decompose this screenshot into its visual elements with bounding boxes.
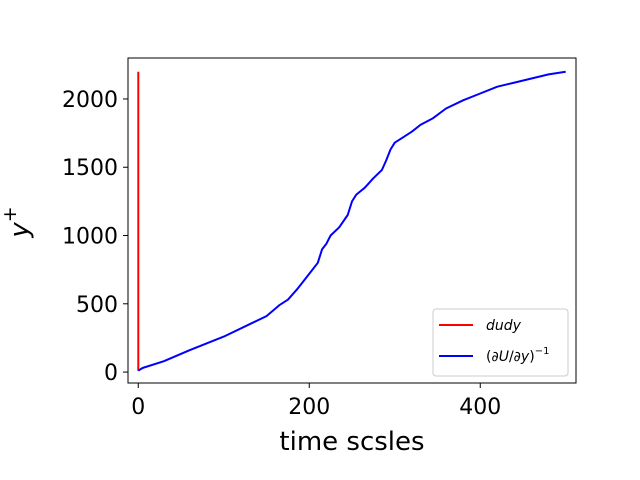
y-tick-label: 0	[104, 361, 118, 386]
plot-lines	[137, 70, 566, 372]
y-axis-label-superscript: +	[0, 206, 21, 222]
plot-frame	[127, 57, 577, 384]
y-axis-label: y+	[0, 206, 35, 238]
legend-label-dudy: dudy	[486, 318, 522, 334]
x-tick-label: 0	[131, 395, 145, 420]
y-tick-label: 2000	[62, 88, 118, 113]
series-line-1	[137, 70, 566, 372]
x-axis-ticks: 0 200 400	[131, 383, 501, 420]
y-tick-label: 500	[76, 293, 118, 318]
legend-label-inverse-gradient: (∂U/∂y)−1	[486, 346, 549, 365]
y-axis-label-base: y	[5, 222, 35, 239]
y-tick-label: 1500	[62, 156, 118, 181]
y-tick-label: 1000	[62, 225, 118, 250]
x-tick-label: 400	[459, 395, 501, 420]
x-tick-label: 200	[288, 395, 330, 420]
legend: dudy (∂U/∂y)−1	[432, 308, 569, 377]
y-axis-ticks: 0 500 1000 1500 2000	[62, 88, 128, 386]
x-axis-label: time scsles	[279, 427, 424, 457]
